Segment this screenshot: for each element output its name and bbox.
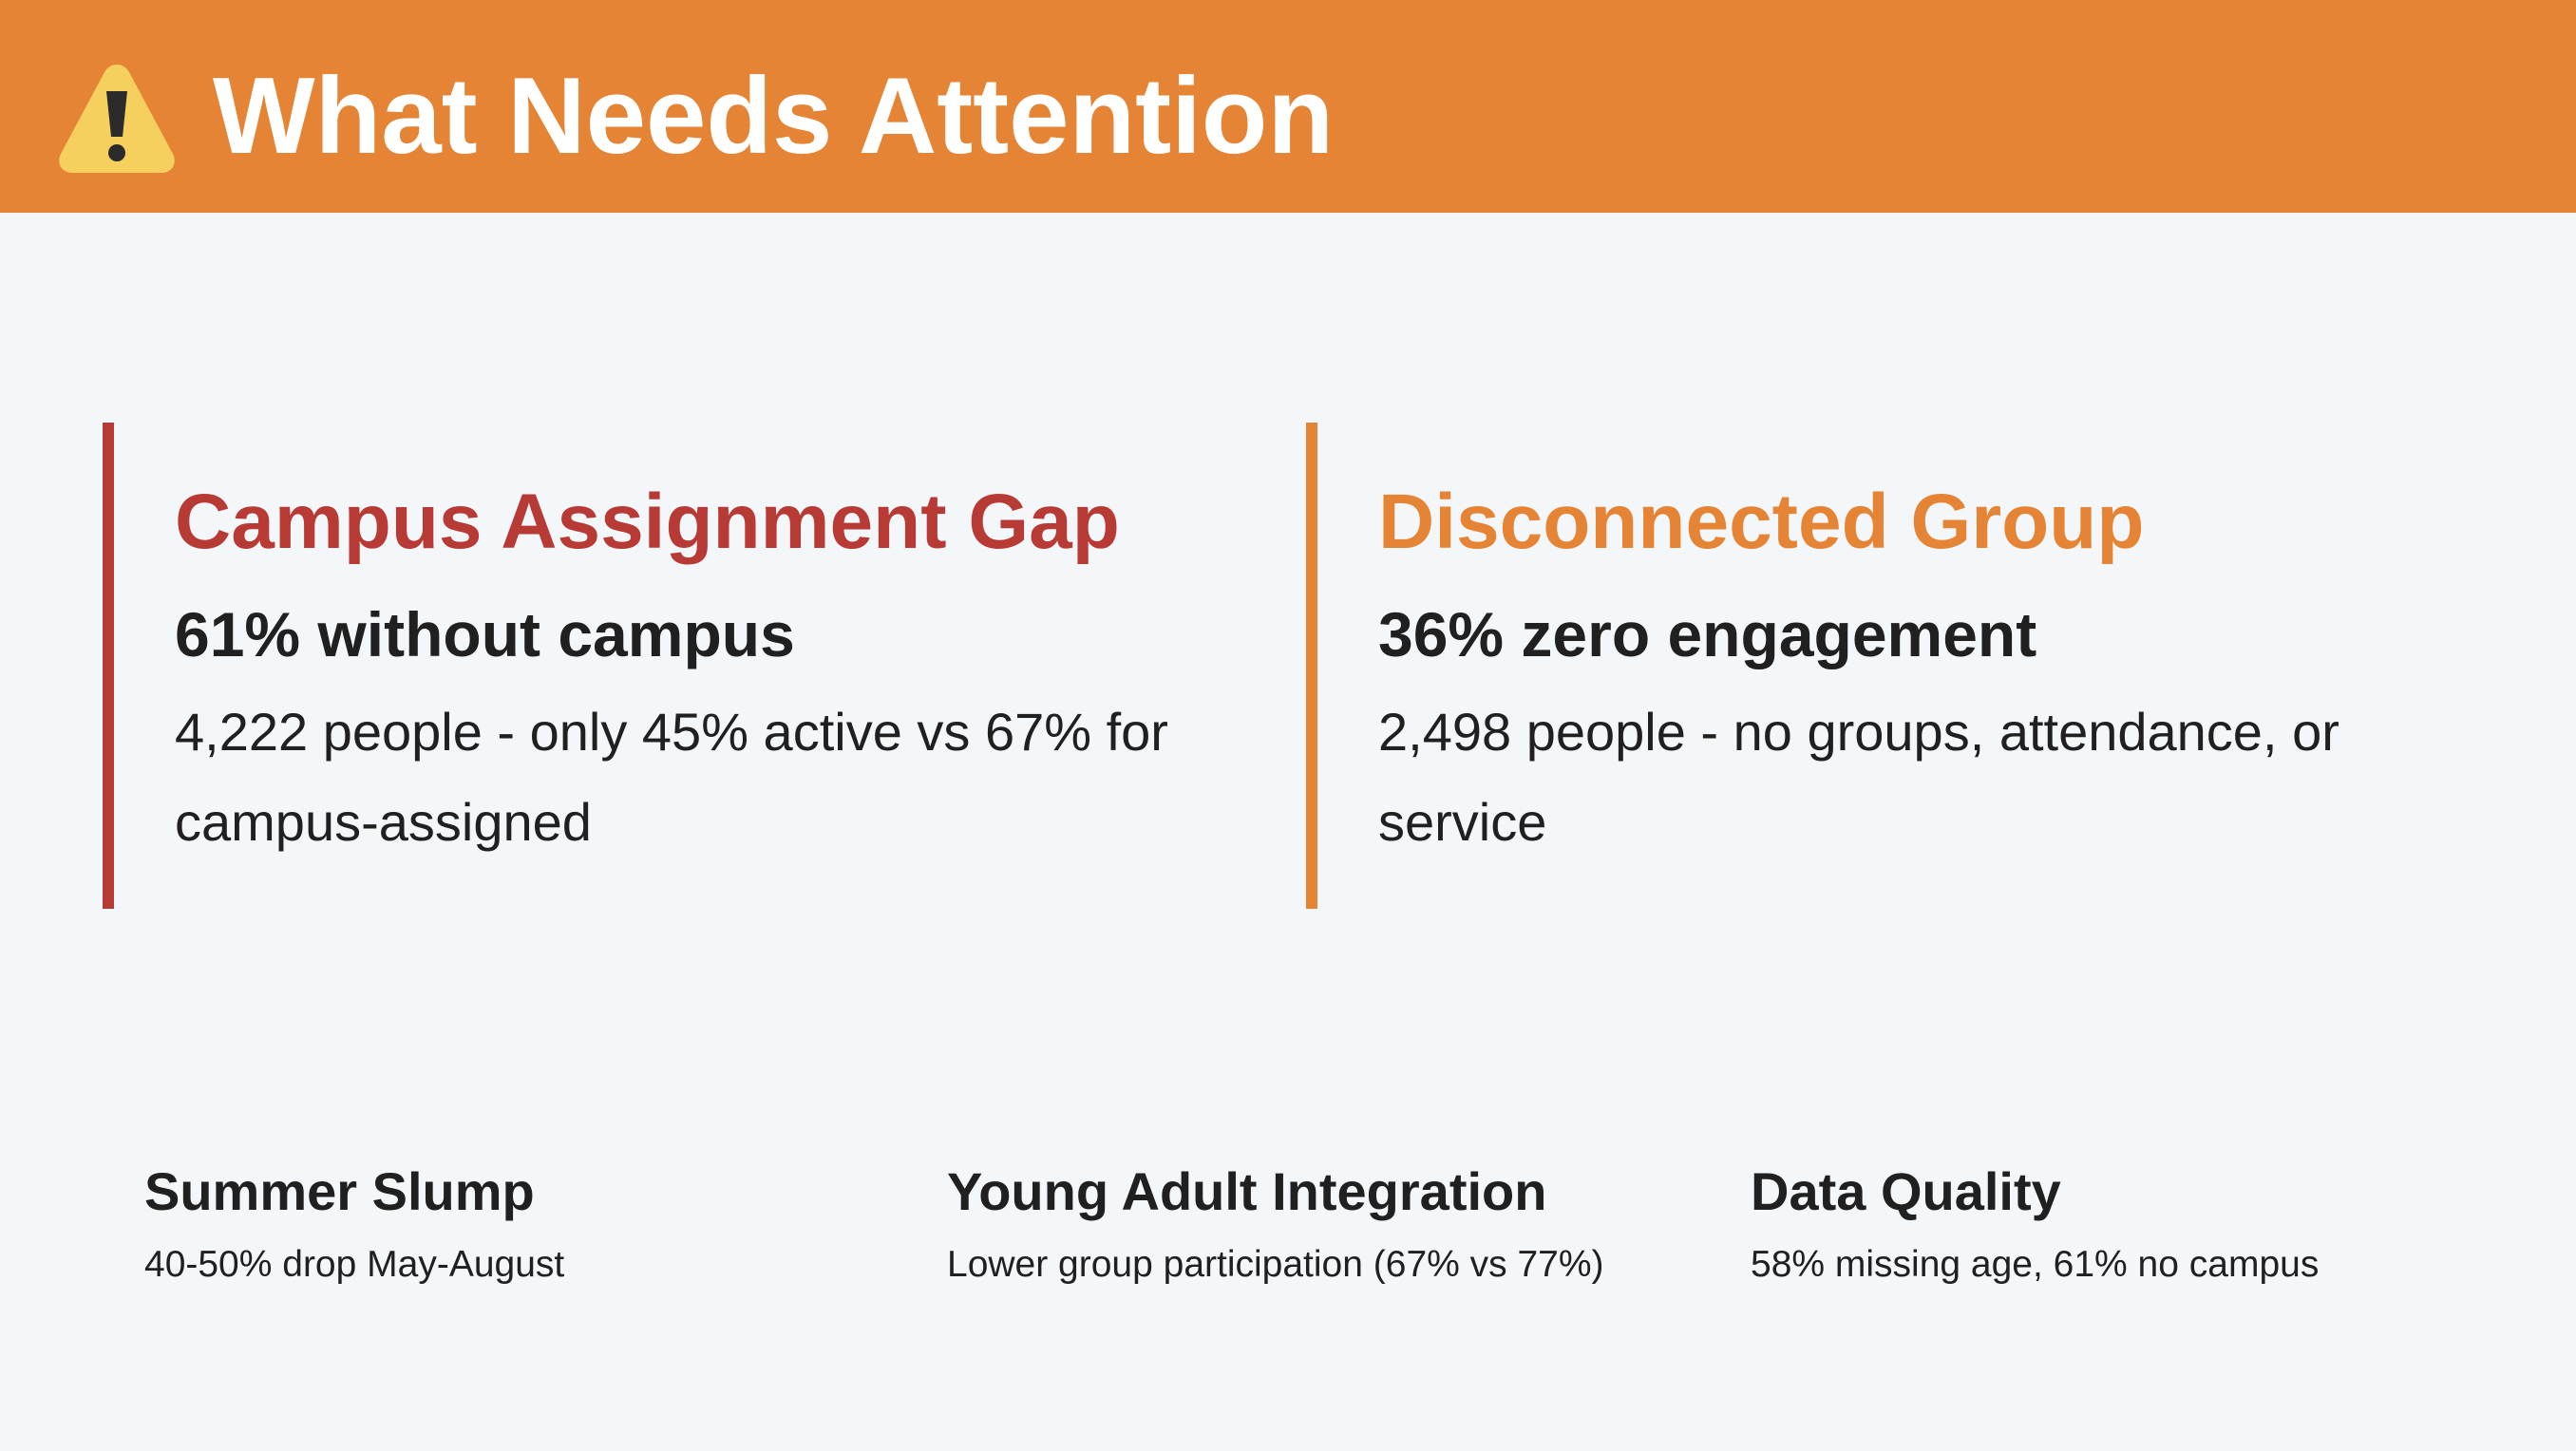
issue-text: 58% missing age, 61% no campus bbox=[1751, 1244, 2320, 1285]
card-description: 2,498 people - no groups, attendance, or… bbox=[1378, 702, 2339, 852]
issue-text: Lower group participation (67% vs 77%) bbox=[947, 1244, 1604, 1285]
warning-icon bbox=[59, 65, 175, 173]
card-title: Campus Assignment Gap bbox=[175, 479, 1120, 565]
issue-data-quality: Data Quality 58% missing age, 61% no cam… bbox=[1751, 1154, 2548, 1289]
issue-text: 40-50% drop May-August bbox=[144, 1244, 565, 1285]
card-title: Disconnected Group bbox=[1378, 479, 2145, 565]
issue-summer-slump: Summer Slump 40-50% drop May-August bbox=[144, 1154, 942, 1289]
issue-title: Young Adult Integration bbox=[947, 1161, 1547, 1221]
card-stat: 61% without campus bbox=[175, 599, 795, 669]
card-description: 4,222 people - only 45% active vs 67% fo… bbox=[175, 702, 1168, 852]
card-stat: 36% zero engagement bbox=[1378, 599, 2037, 669]
card-disconnected-group: Disconnected Group 36% zero engagement 2… bbox=[1306, 423, 2541, 909]
page-title: What Needs Attention bbox=[213, 56, 1335, 177]
issue-title: Data Quality bbox=[1751, 1161, 2061, 1221]
issue-young-adult-integration: Young Adult Integration Lower group part… bbox=[947, 1154, 1745, 1289]
header-banner: What Needs Attention bbox=[0, 0, 2576, 213]
issue-title: Summer Slump bbox=[144, 1161, 535, 1221]
card-campus-assignment-gap: Campus Assignment Gap 61% without campus… bbox=[103, 423, 1309, 909]
